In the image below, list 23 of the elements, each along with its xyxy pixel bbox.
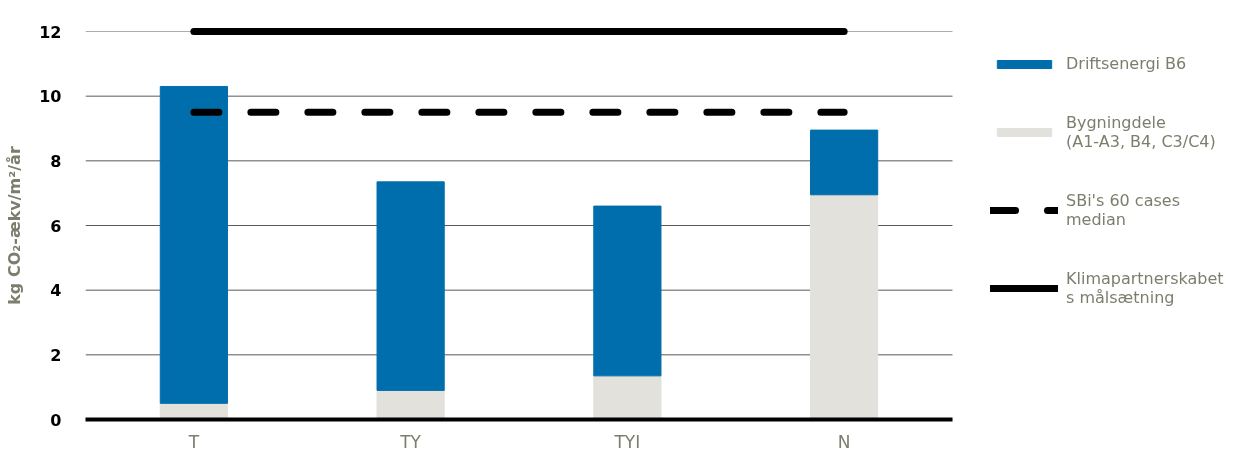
y-tick-label: 4 <box>50 281 62 301</box>
bar <box>376 389 445 420</box>
legend-label: Bygningdele (A1-A3, B4, C3/C4) <box>1066 113 1216 151</box>
bar <box>376 181 445 391</box>
y-tick-label: 10 <box>39 87 62 107</box>
legend-label: SBi's 60 cases median <box>1066 191 1180 229</box>
x-tick-label: TY <box>399 431 422 452</box>
y-tick-label: 2 <box>50 345 62 365</box>
bar <box>159 85 228 404</box>
x-tick-label: T <box>187 431 200 452</box>
bar <box>593 205 662 377</box>
y-tick-label: 12 <box>39 22 62 42</box>
y-axis-title: kg CO₂-ækv/m²/år <box>5 146 25 305</box>
x-tick-label: TYI <box>613 431 641 452</box>
bar <box>810 194 879 420</box>
bar <box>593 375 662 420</box>
legend-label: Klimapartnerskabets målsætning <box>1066 269 1224 307</box>
y-tick-label: 0 <box>50 410 62 430</box>
legend-label: Driftsenergi B6 <box>1066 54 1187 73</box>
y-tick-label: 8 <box>50 151 62 171</box>
bar <box>810 129 879 196</box>
y-tick-label: 6 <box>50 216 62 236</box>
x-tick-label: N <box>837 431 851 452</box>
